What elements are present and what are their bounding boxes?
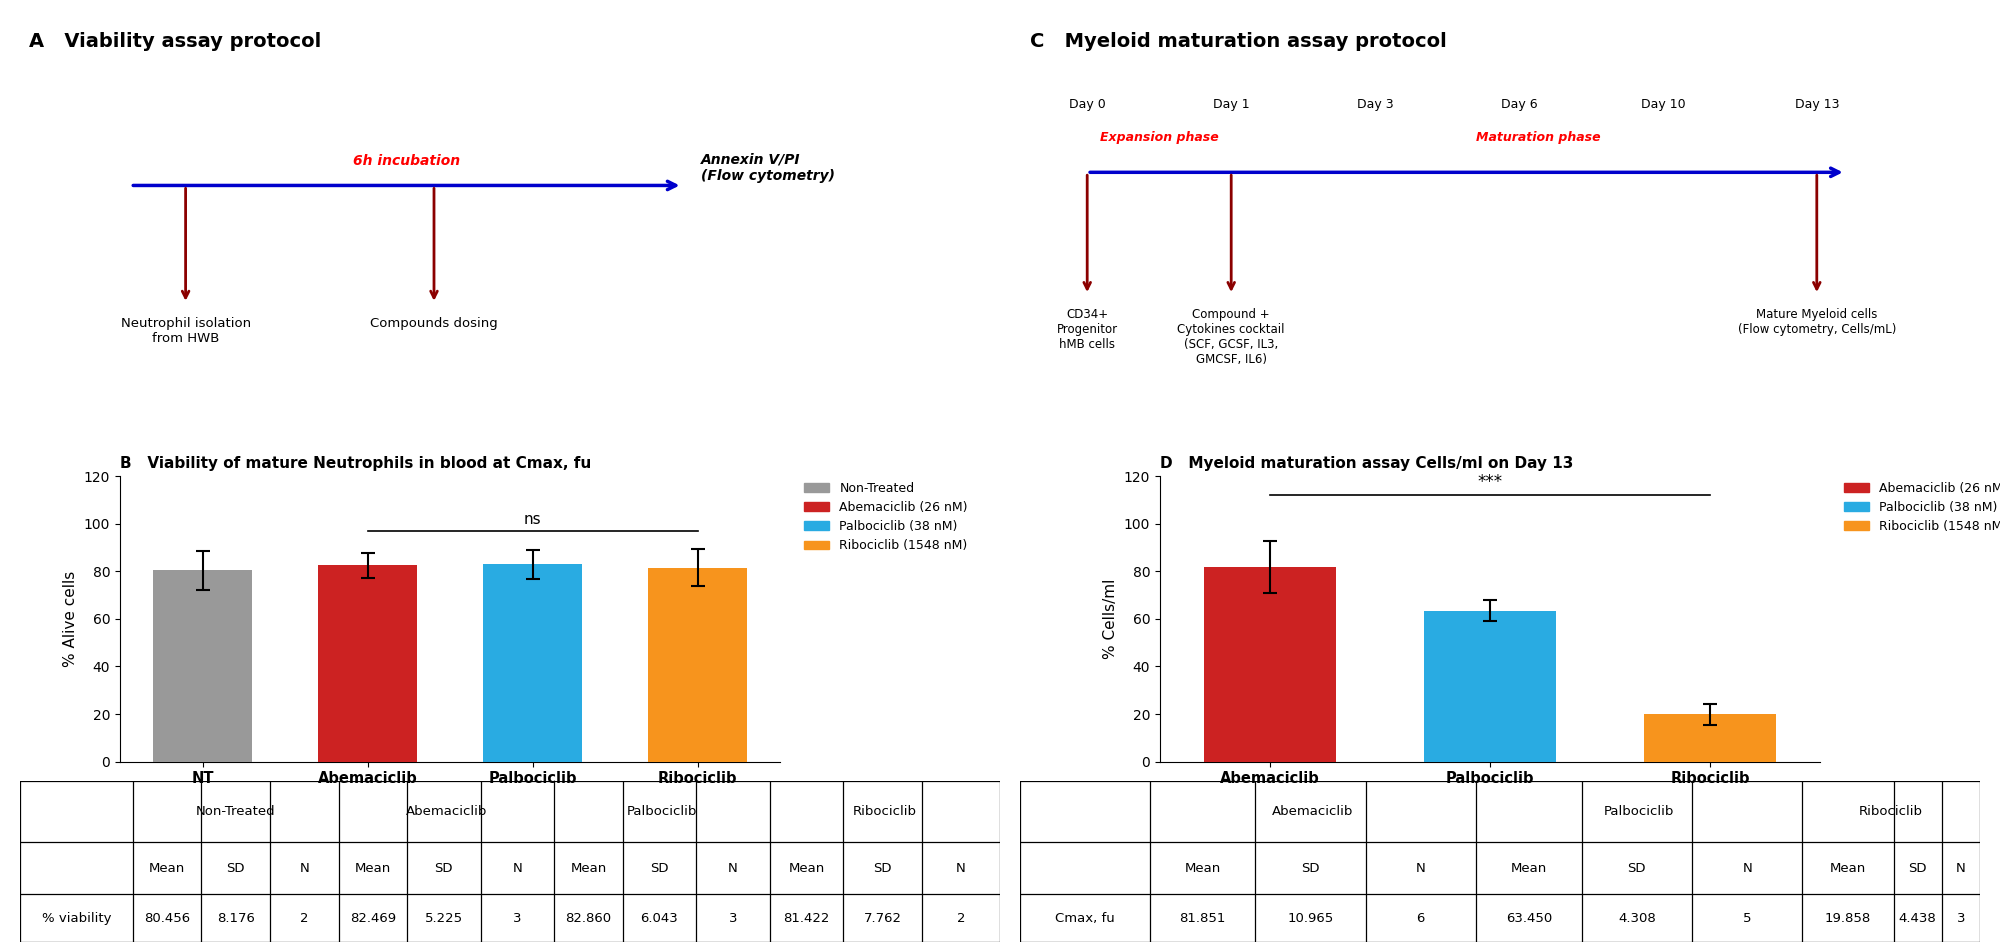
Text: % viability: % viability — [42, 912, 112, 924]
Text: 6h incubation: 6h incubation — [352, 154, 460, 168]
Text: 2: 2 — [956, 912, 966, 924]
Text: 19.858: 19.858 — [1824, 912, 1872, 924]
Text: N: N — [1416, 862, 1426, 875]
Text: Mean: Mean — [354, 862, 390, 875]
Text: Day 10: Day 10 — [1640, 98, 1686, 111]
Text: Mean: Mean — [1830, 862, 1866, 875]
Bar — [484, 565, 582, 762]
Text: Abemaciclib: Abemaciclib — [406, 804, 486, 818]
Bar — [152, 570, 252, 762]
Bar — [648, 567, 748, 762]
Text: 6.043: 6.043 — [640, 912, 678, 924]
Text: B   Viability of mature Neutrophils in blood at Cmax, fu: B Viability of mature Neutrophils in blo… — [120, 456, 592, 470]
Text: Mean: Mean — [570, 862, 606, 875]
Text: Mature Myeloid cells
(Flow cytometry, Cells/mL): Mature Myeloid cells (Flow cytometry, Ce… — [1738, 308, 1896, 336]
Text: 3: 3 — [514, 912, 522, 924]
Text: Mean: Mean — [148, 862, 186, 875]
Text: Mean: Mean — [788, 862, 824, 875]
Text: 3: 3 — [1956, 912, 1966, 924]
Y-axis label: % Cells/ml: % Cells/ml — [1104, 579, 1118, 659]
Text: N: N — [728, 862, 738, 875]
Text: SD: SD — [1908, 862, 1926, 875]
Text: Palbociclib: Palbociclib — [1604, 804, 1674, 818]
Text: Palbociclib: Palbociclib — [626, 804, 698, 818]
Text: SD: SD — [226, 862, 244, 875]
Text: Compound +
Cytokines cocktail
(SCF, GCSF, IL3,
GMCSF, IL6): Compound + Cytokines cocktail (SCF, GCSF… — [1178, 308, 1284, 367]
Text: 10.965: 10.965 — [1288, 912, 1334, 924]
Text: A   Viability assay protocol: A Viability assay protocol — [30, 32, 322, 51]
Text: SD: SD — [1302, 862, 1320, 875]
Text: ***: *** — [1478, 473, 1502, 491]
Legend: Abemaciclib (26 nM), Palbociclib (38 nM), Ribociclib (1548 nM): Abemaciclib (26 nM), Palbociclib (38 nM)… — [1840, 477, 2000, 538]
Text: Ribociclib: Ribociclib — [1860, 804, 1924, 818]
Text: 5.225: 5.225 — [424, 912, 462, 924]
Text: Abemaciclib: Abemaciclib — [1272, 804, 1354, 818]
Text: Maturation phase: Maturation phase — [1476, 130, 1600, 144]
Text: 82.860: 82.860 — [566, 912, 612, 924]
Text: N: N — [1956, 862, 1966, 875]
Text: 3: 3 — [728, 912, 738, 924]
Text: Ribociclib: Ribociclib — [852, 804, 916, 818]
Text: Annexin V/PI
(Flow cytometry): Annexin V/PI (Flow cytometry) — [700, 153, 834, 183]
Text: Mean: Mean — [1184, 862, 1220, 875]
Text: Cmax, fu: Cmax, fu — [1054, 912, 1114, 924]
Text: N: N — [956, 862, 966, 875]
Text: 81.851: 81.851 — [1180, 912, 1226, 924]
Text: SD: SD — [650, 862, 668, 875]
Text: Day 13: Day 13 — [1794, 98, 1840, 111]
Text: 81.422: 81.422 — [784, 912, 830, 924]
Text: 82.469: 82.469 — [350, 912, 396, 924]
Text: 80.456: 80.456 — [144, 912, 190, 924]
Text: Day 0: Day 0 — [1068, 98, 1106, 111]
Text: SD: SD — [434, 862, 454, 875]
Text: N: N — [300, 862, 310, 875]
Text: D   Myeloid maturation assay Cells/ml on Day 13: D Myeloid maturation assay Cells/ml on D… — [1160, 456, 1574, 470]
Text: 63.450: 63.450 — [1506, 912, 1552, 924]
Text: Day 1: Day 1 — [1212, 98, 1250, 111]
Text: N: N — [512, 862, 522, 875]
Text: SD: SD — [1628, 862, 1646, 875]
Text: 7.762: 7.762 — [864, 912, 902, 924]
Y-axis label: % Alive cells: % Alive cells — [64, 570, 78, 667]
Text: CD34+
Progenitor
hMB cells: CD34+ Progenitor hMB cells — [1056, 308, 1118, 351]
Text: 4.308: 4.308 — [1618, 912, 1656, 924]
Text: 5: 5 — [1742, 912, 1752, 924]
Text: 2: 2 — [300, 912, 308, 924]
Text: 8.176: 8.176 — [216, 912, 254, 924]
Text: Non-Treated: Non-Treated — [196, 804, 276, 818]
Text: Day 6: Day 6 — [1500, 98, 1538, 111]
Legend: Non-Treated, Abemaciclib (26 nM), Palbociclib (38 nM), Ribociclib (1548 nM): Non-Treated, Abemaciclib (26 nM), Palboc… — [800, 477, 972, 557]
Bar — [1204, 566, 1336, 762]
Text: Day 3: Day 3 — [1356, 98, 1394, 111]
Text: C   Myeloid maturation assay protocol: C Myeloid maturation assay protocol — [1030, 32, 1446, 51]
Bar — [318, 565, 416, 762]
Text: Mean: Mean — [1510, 862, 1546, 875]
Text: Expansion phase: Expansion phase — [1100, 130, 1218, 144]
Bar — [1644, 714, 1776, 762]
Text: 4.438: 4.438 — [1898, 912, 1936, 924]
Text: SD: SD — [874, 862, 892, 875]
Text: Compounds dosing: Compounds dosing — [370, 317, 498, 329]
Text: Neutrophil isolation
from HWB: Neutrophil isolation from HWB — [120, 317, 250, 345]
Text: 6: 6 — [1416, 912, 1424, 924]
Bar — [1424, 610, 1556, 762]
Text: ns: ns — [524, 512, 542, 527]
Text: N: N — [1742, 862, 1752, 875]
